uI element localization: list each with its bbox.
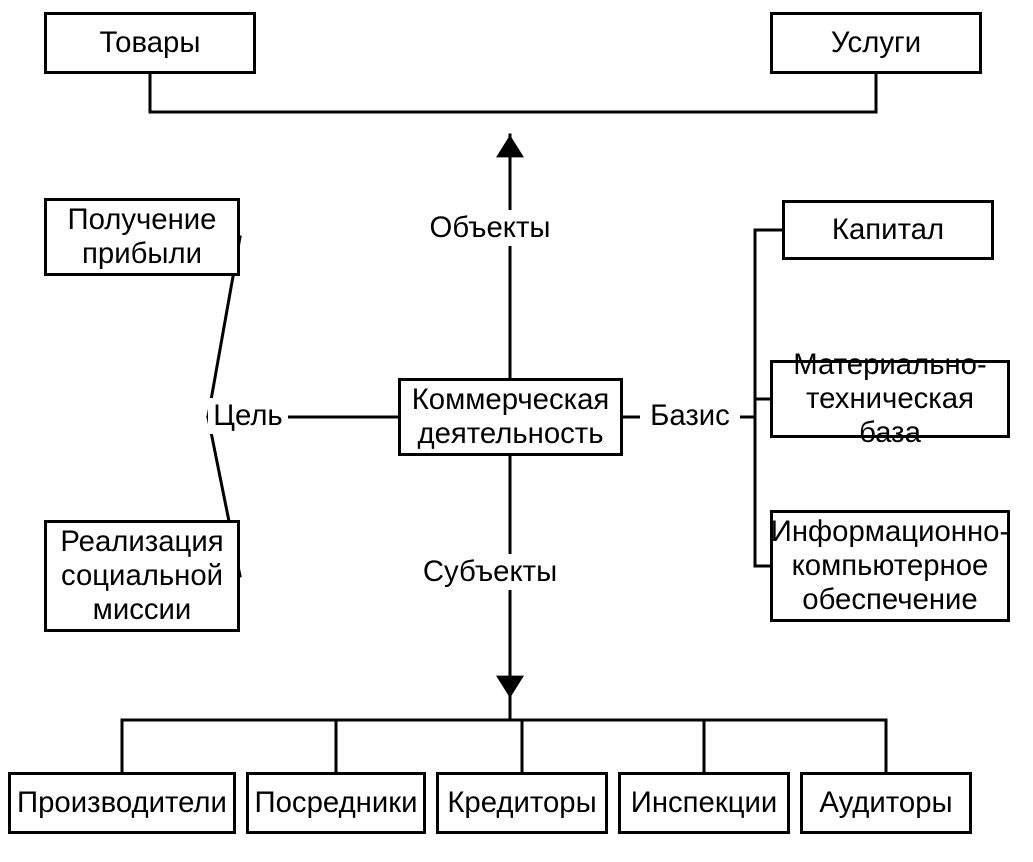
label-subjects: Субъекты: [410, 554, 570, 590]
label-goal: Цель: [208, 398, 288, 434]
label-objects: Объекты: [420, 210, 560, 246]
node-services: Услуги: [770, 12, 982, 74]
node-mtb: Материально-техническая база: [770, 360, 1010, 438]
node-ict: Информационно-компьютерноеобеспечение: [770, 510, 1010, 622]
label-basis: Базис: [640, 398, 740, 434]
node-goods: Товары: [44, 12, 256, 74]
node-profit: Получениеприбыли: [44, 198, 240, 276]
node-capital: Капитал: [782, 200, 994, 260]
node-creditors: Кредиторы: [436, 772, 608, 834]
node-center: Коммерческаядеятельность: [398, 378, 623, 456]
node-producers: Производители: [8, 772, 236, 834]
node-auditors: Аудиторы: [800, 772, 972, 834]
node-mission: Реализациясоциальноймиссии: [44, 520, 240, 632]
node-middlemen: Посредники: [246, 772, 426, 834]
node-inspections: Инспекции: [618, 772, 790, 834]
